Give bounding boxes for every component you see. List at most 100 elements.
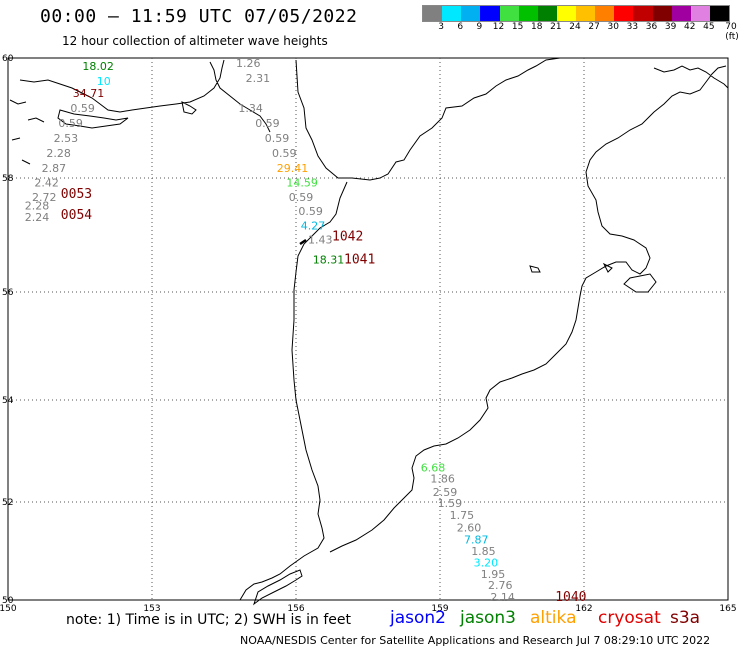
wave-height-value: 1.85 — [471, 545, 496, 558]
scale-swatch — [652, 6, 672, 21]
coastline — [9, 57, 729, 606]
wave-height-value: 1.75 — [450, 509, 475, 522]
scale-swatch — [442, 6, 462, 21]
y-tick-label: 60 — [2, 54, 14, 64]
scale-label: 18 — [531, 22, 543, 32]
pass-time-label: 0054 — [61, 208, 92, 223]
legend-jason2: jason2 — [390, 608, 446, 628]
pass-time-label: 1040 — [555, 590, 586, 605]
wave-height-value: 29.41 — [277, 162, 309, 175]
scale-swatch — [423, 6, 443, 21]
wave-height-value: 2.24 — [25, 211, 50, 224]
wave-height-color-scale — [422, 5, 730, 22]
wave-height-value: 2.28 — [46, 147, 71, 160]
scale-label: 21 — [550, 22, 562, 32]
scale-swatch — [709, 6, 729, 21]
wave-height-value: 18.02 — [82, 60, 114, 73]
wave-height-value: 4.27 — [301, 219, 326, 232]
scale-swatch — [690, 6, 710, 21]
y-tick-label: 50 — [2, 596, 14, 606]
wave-height-points: 18.021034.710.590.592.532.282.872.422.72… — [25, 57, 515, 604]
scale-swatch — [537, 6, 557, 21]
pass-time-label: 1041 — [344, 253, 375, 268]
scale-label: 42 — [684, 22, 696, 32]
scale-swatch — [480, 6, 500, 21]
wave-height-value: 10 — [97, 75, 111, 88]
wave-height-value: 6.68 — [421, 461, 446, 474]
wave-height-value: 2.59 — [433, 486, 458, 499]
wave-height-value: 0.59 — [58, 117, 83, 130]
scale-swatch — [576, 6, 596, 21]
legend-cryosat: cryosat — [598, 608, 661, 628]
scale-swatch — [461, 6, 481, 21]
scale-swatch — [595, 6, 615, 21]
x-tick-label: 165 — [719, 604, 736, 614]
wave-height-value: 1.34 — [238, 102, 263, 115]
wave-height-value: 2.76 — [488, 579, 513, 592]
wave-height-value: 0.59 — [289, 191, 314, 204]
wave-height-value: 2.53 — [54, 132, 79, 145]
wave-height-value: 2.60 — [457, 521, 482, 534]
scale-label: 45 — [703, 22, 715, 32]
graticule — [8, 58, 728, 600]
scale-label: 30 — [607, 22, 619, 32]
scale-label: 15 — [511, 22, 524, 32]
wave-height-value: 2.28 — [25, 199, 50, 212]
scale-label: 9 — [476, 22, 483, 32]
scale-label: 33 — [626, 22, 639, 32]
map-title: 00:00 – 11:59 UTC 07/05/2022 — [40, 6, 358, 27]
wave-height-value: 1.95 — [481, 568, 506, 581]
map-frame — [7, 57, 729, 601]
map-subtitle: 12 hour collection of altimeter wave hei… — [62, 34, 328, 48]
scale-swatch — [518, 6, 538, 21]
pass-labels: 0053 0054 1042 1041 1040 — [61, 187, 587, 605]
x-tick-label: 156 — [287, 604, 304, 614]
scale-swatch — [671, 6, 691, 21]
wave-height-value: 34.71 — [73, 87, 105, 100]
scale-label: 27 — [588, 22, 600, 32]
x-tick-label: 159 — [431, 604, 448, 614]
wave-height-value: 0.59 — [272, 147, 297, 160]
pass-time-label: 0053 — [61, 187, 92, 202]
y-tick-label: 58 — [2, 174, 14, 184]
wave-height-value: 2.72 — [32, 191, 57, 204]
legend-jason3: jason3 — [460, 608, 516, 628]
wave-height-value: 0.59 — [265, 132, 290, 145]
x-tick-label: 150 — [0, 604, 17, 614]
wave-height-value: 2.14 — [490, 591, 515, 604]
footnote: note: 1) Time is in UTC; 2) SWH is in fe… — [66, 612, 352, 628]
wave-height-value: 7.87 — [464, 534, 489, 547]
axis-tick-labels: 150 153 156 159 162 165 50 52 54 56 58 60 — [0, 54, 737, 614]
scale-swatch — [556, 6, 576, 21]
wave-height-value: 2.87 — [42, 162, 67, 175]
wave-height-value: 1.43 — [308, 234, 333, 247]
credit-line: NOAA/NESDIS Center for Satellite Applica… — [240, 634, 711, 647]
wave-height-value: 18.31 — [313, 254, 345, 267]
wave-height-value: 2.42 — [34, 177, 59, 190]
scale-swatch — [499, 6, 519, 21]
scale-swatch — [633, 6, 653, 21]
wave-height-value: 1.59 — [438, 497, 463, 510]
legend-s3a: s3a — [670, 608, 701, 628]
scale-label: 3 — [438, 22, 444, 32]
wave-height-value: 3.20 — [474, 557, 499, 570]
y-tick-label: 56 — [2, 288, 14, 298]
scale-label: 39 — [664, 22, 677, 32]
wave-height-value: 0.59 — [298, 205, 323, 218]
x-tick-label: 162 — [575, 604, 592, 614]
pass-time-label: 1042 — [332, 230, 363, 245]
x-tick-label: 153 — [143, 604, 160, 614]
coastline-kamchatka — [9, 57, 729, 606]
scale-label: 6 — [457, 22, 464, 32]
y-tick-label: 52 — [2, 498, 13, 508]
scale-label: 70 (ft) — [725, 22, 739, 42]
color-scale-labels: 3 6 9 12 15 18 21 24 27 30 33 36 39 42 45 70 (ft) — [422, 22, 740, 42]
wave-height-value: 1.86 — [430, 473, 455, 486]
scale-label: 24 — [569, 22, 581, 32]
wave-height-value: 1.26 — [236, 57, 261, 70]
scale-swatch — [614, 6, 634, 21]
wave-height-value: 0.59 — [70, 102, 95, 115]
wave-height-value: 0.59 — [255, 117, 280, 130]
